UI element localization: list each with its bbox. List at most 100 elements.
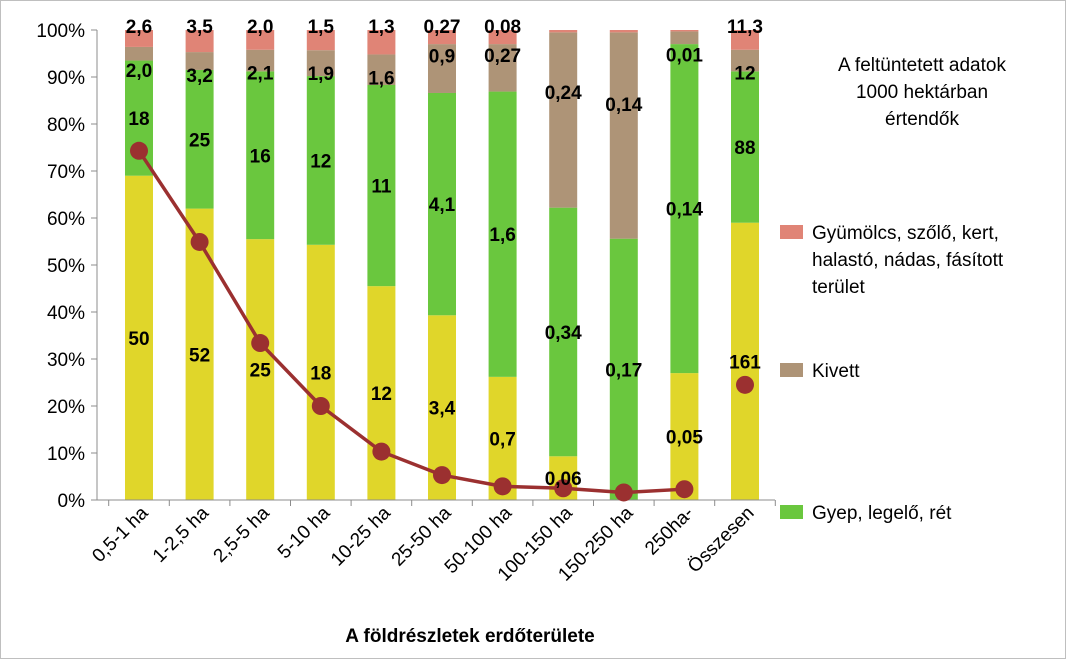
bar-segment-gyumolcs: [609, 30, 638, 33]
data-label-green: 4,1: [429, 195, 456, 216]
bar-segment-green: [428, 92, 456, 316]
data-label-yellow: 18: [310, 363, 331, 384]
data-label-kivett: 2,0: [126, 61, 152, 82]
data-label-gyumolcs: 1,3: [368, 17, 394, 38]
line-series-point: [372, 442, 391, 461]
x-tick-label: 10-25 ha: [327, 502, 395, 570]
bar-segment-kivett: [125, 46, 153, 61]
bar-segment-yellow: [125, 175, 153, 500]
line-series-point: [736, 375, 754, 394]
units-note-line: értendők: [885, 109, 959, 130]
bar-segment-kivett: [246, 49, 275, 72]
legend: Gyümölcs, szőlő, kert, halastó, nádas, fá…: [780, 223, 1004, 524]
data-label-yellow: 50: [128, 329, 149, 350]
data-label-kivett: 3,2: [186, 66, 212, 87]
data-label-green: 25: [189, 130, 211, 151]
legend-label-gyumolcs: Gyümölcs, szőlő, kert,: [812, 223, 999, 244]
data-label-gyumolcs: 1,5: [308, 17, 335, 38]
bar-segment-gyumolcs: [488, 30, 517, 45]
bar-segment-kivett: [609, 32, 638, 239]
data-label-gyumolcs: 0,27: [424, 17, 461, 38]
y-tick-label: 20%: [47, 397, 85, 418]
bar-segment-gyumolcs: [731, 30, 759, 50]
bar-segment-gyumolcs: [125, 30, 153, 47]
data-labels-layer: 50 18 2,0 2,6 52 25 3,2 3,5 25 16 2,1 2,0 18 12 1,9 1,5…: [126, 17, 763, 490]
x-tick-label: 0,5-1 ha: [88, 502, 152, 566]
data-label-yellow: 25: [250, 361, 272, 382]
data-label-gyumolcs: 11,3: [727, 17, 763, 38]
bar-segment-gyumolcs: [549, 30, 578, 33]
legend-swatch-kivett: [780, 363, 803, 377]
x-tick-label: 2,5-5 ha: [210, 502, 274, 566]
data-label-gyumolcs: 2,0: [247, 17, 273, 38]
bar-segment-green: [306, 76, 335, 245]
bar-segment-kivett: [549, 32, 578, 208]
data-label-kivett: 0,01: [666, 45, 703, 66]
data-label-green: 0,14: [666, 200, 703, 221]
y-tick-label: 60%: [47, 209, 85, 230]
y-tick-label: 90%: [47, 68, 85, 89]
bar-segment-gyumolcs: [670, 30, 699, 32]
data-label-yellow: 0,05: [666, 428, 703, 449]
data-label-kivett: 1,9: [308, 64, 334, 85]
data-label-gyumolcs: 0,08: [484, 17, 521, 38]
bar-segment-yellow: [670, 373, 699, 500]
legend-label-gyumolcs: terület: [812, 277, 866, 298]
data-label-green: 11: [371, 177, 392, 198]
line-series-path: [137, 149, 685, 495]
line-layer: [130, 141, 754, 502]
y-tick-label: 40%: [47, 303, 85, 324]
data-label-green: 12: [310, 151, 331, 172]
data-label-yellow: 3,4: [429, 399, 456, 420]
data-label-gyumolcs: 3,5: [186, 17, 213, 38]
bar-segment-yellow: [246, 239, 275, 500]
x-tick-label: 1-2,5 ha: [149, 502, 213, 566]
bar-segment-kivett: [731, 49, 759, 72]
bar-segment-green: [246, 71, 275, 240]
bar-segment-yellow: [306, 244, 335, 500]
data-label-yellow: 161: [729, 352, 761, 373]
line-series-point: [675, 480, 694, 499]
legend-swatch-green: [780, 505, 803, 519]
units-note-line: A feltüntetett adatok: [838, 55, 1006, 76]
data-label-green: 0,34: [545, 323, 582, 344]
units-note-line: 1000 hektárban: [856, 82, 988, 103]
bar-segment-green: [488, 91, 517, 377]
data-label-green: 16: [250, 146, 271, 167]
data-label-green: 18: [128, 109, 149, 130]
data-label-green: 0,17: [605, 360, 642, 381]
bar-segment-kivett: [670, 31, 699, 45]
units-note: A feltüntetett adatok 1000 hektárban érten…: [838, 55, 1006, 130]
bar-segment-gyumolcs: [367, 30, 396, 55]
bar-segment-kivett: [185, 52, 214, 70]
bar-segment-kivett: [367, 54, 396, 85]
data-label-kivett: 2,1: [247, 64, 274, 85]
line-series-point: [493, 477, 512, 496]
data-label-green: 1,6: [489, 225, 515, 246]
data-label-kivett: 1,6: [368, 68, 394, 89]
y-tick-label: 80%: [47, 115, 85, 136]
x-tick-label: 250ha-: [641, 503, 698, 560]
data-label-kivett: 0,27: [484, 46, 521, 67]
bar-segment-yellow: [731, 222, 759, 500]
bar-segment-gyumolcs: [185, 30, 214, 53]
bar-segment-kivett: [488, 44, 517, 92]
line-series-point: [433, 466, 451, 485]
bar-segment-kivett: [428, 44, 456, 93]
bar-segment-gyumolcs: [246, 30, 275, 50]
legend-label-gyumolcs: halastó, nádas, fásított: [812, 250, 1004, 271]
x-tick-label: 5-10 ha: [274, 502, 335, 563]
y-tick-label: 70%: [47, 162, 85, 183]
line-series-point: [190, 232, 209, 251]
data-label-kivett: 0,9: [429, 47, 455, 68]
x-tick-label: Összesen: [684, 503, 759, 578]
data-label-yellow: 12: [371, 384, 392, 405]
bar-segment-green: [731, 71, 759, 223]
data-label-kivett: 0,14: [605, 95, 642, 116]
bars-layer: [125, 30, 759, 500]
bar-segment-gyumolcs: [428, 30, 456, 45]
data-label-yellow: 0,7: [489, 429, 515, 450]
data-label-gyumolcs: 2,6: [126, 17, 152, 38]
y-tick-label: 100%: [36, 21, 85, 42]
data-label-kivett: 0,24: [545, 83, 582, 104]
